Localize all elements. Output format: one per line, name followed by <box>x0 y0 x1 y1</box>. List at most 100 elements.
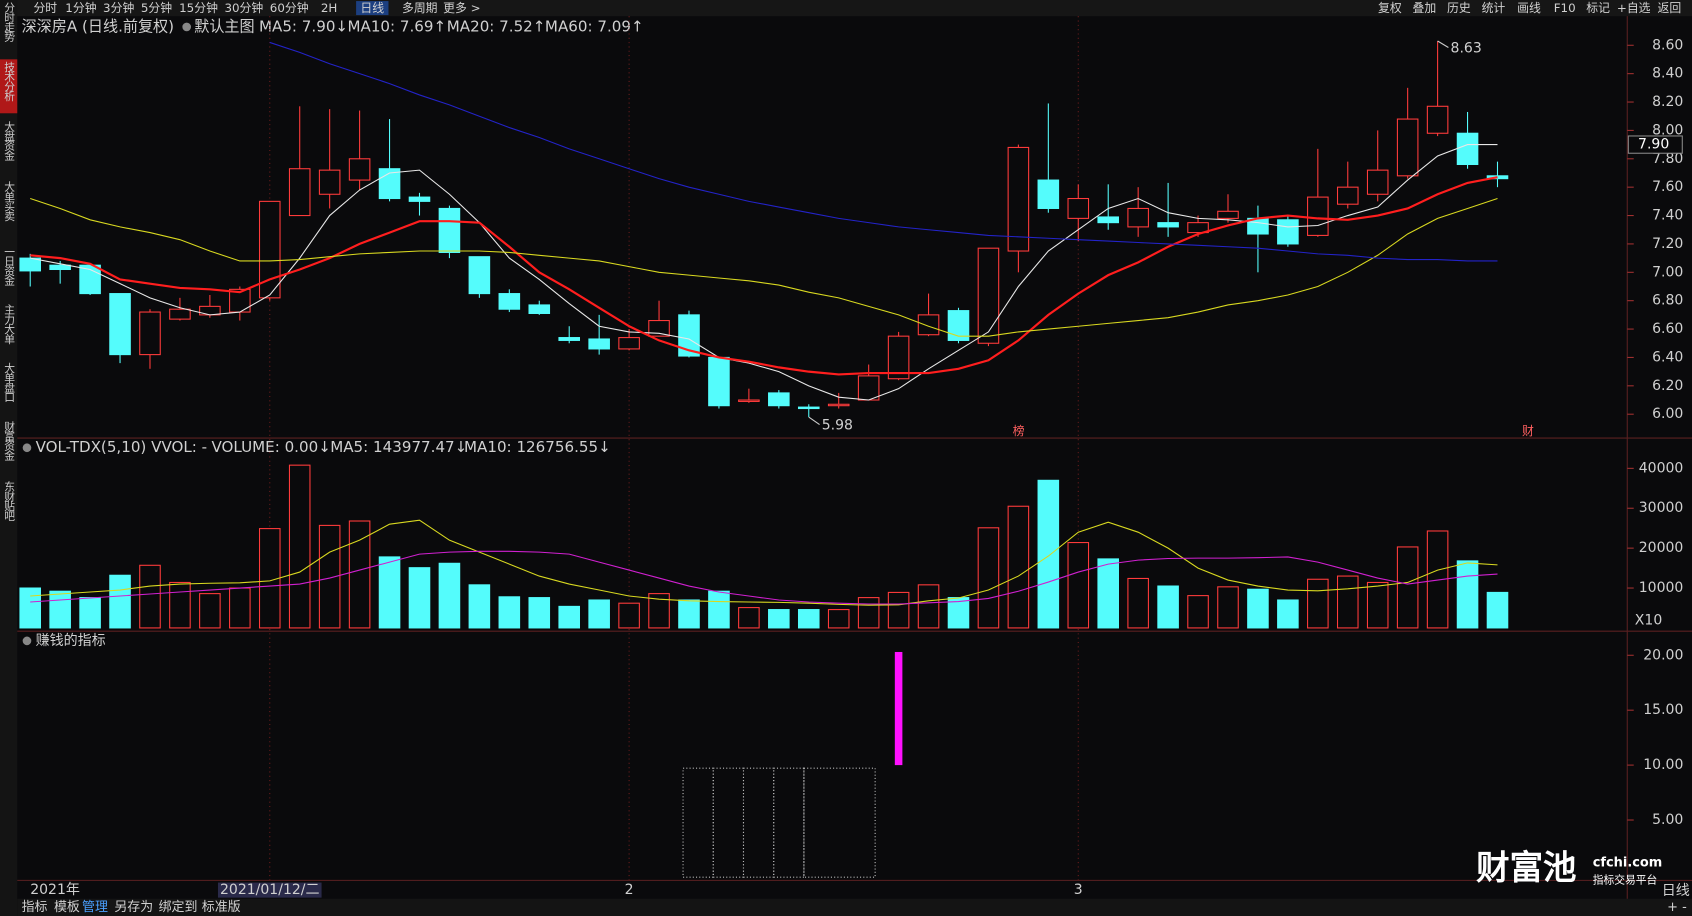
candle-body <box>169 308 191 320</box>
tool-button[interactable]: F10 <box>1554 1 1576 15</box>
volume-bar <box>827 609 850 629</box>
tool-button[interactable]: 标记 <box>1586 1 1610 15</box>
candle-body <box>1067 197 1090 219</box>
volume-bar <box>49 590 71 629</box>
indicator-frames <box>682 767 876 878</box>
ma-line <box>30 176 1498 376</box>
main-chart[interactable]: 默认主图 <box>194 17 254 35</box>
y-tick-label: 10000 <box>1639 580 1684 596</box>
period-tab[interactable]: 更多 > <box>443 1 480 15</box>
volume-bar <box>887 591 910 629</box>
volume-bar <box>1336 575 1359 629</box>
candle-body <box>1097 216 1120 224</box>
menu-icon[interactable] <box>22 443 32 453</box>
period-tab[interactable]: 2H <box>321 1 337 15</box>
tool-button[interactable]: 叠加 <box>1413 1 1437 15</box>
volume-bar <box>1396 546 1419 629</box>
volume-bar <box>408 567 431 629</box>
y-tick-label: 7.60 <box>1652 179 1683 195</box>
bottom-tool[interactable]: 模板 <box>54 900 80 915</box>
volume-bar <box>468 584 491 629</box>
period-tab[interactable]: 1分钟 <box>65 1 96 15</box>
candle-body <box>857 375 880 401</box>
y-tick-label: 6.80 <box>1652 293 1683 309</box>
menu-icon[interactable] <box>182 22 191 32</box>
x-tick-label: 2021年 <box>30 882 80 898</box>
sidebar-tab[interactable]: 大单盘口 <box>3 362 16 402</box>
tool-button[interactable]: 复权 <box>1378 1 1402 15</box>
volume-bar <box>19 587 42 629</box>
volume-bar <box>857 597 880 629</box>
low-pointer <box>808 416 820 426</box>
period-tab[interactable]: 15分钟 <box>179 1 218 15</box>
bottom-tool[interactable]: 标准版 <box>202 900 241 915</box>
watermark-site: cfchi.com <box>1593 856 1663 871</box>
volume-bar <box>1067 542 1090 629</box>
candle-body <box>1187 222 1209 234</box>
bottom-tool[interactable]: 指标 <box>22 900 48 915</box>
tool-button[interactable]: 历史 <box>1447 1 1471 15</box>
vol-legend: MA10: 126756.55↓ <box>464 438 611 456</box>
tool-button[interactable]: 统计 <box>1482 1 1506 15</box>
candle-body <box>1277 219 1299 245</box>
sidebar-tab[interactable]: 大盘资金 <box>3 120 16 160</box>
x-tick-label: 2021/01/12/二 <box>220 882 320 898</box>
vol-title: VOL-TDX(5,10) VVOL: - <box>36 438 208 456</box>
bottom-tool[interactable]: 绑定到 <box>159 900 198 915</box>
zoom[interactable]: + - <box>1667 900 1687 915</box>
sidebar-tab[interactable]: 一日资金 <box>3 246 16 286</box>
sidebar-tab[interactable]: 大单买卖 <box>3 181 16 222</box>
volume-bar <box>229 587 251 629</box>
volume-bar <box>977 527 1000 629</box>
sidebar-tab[interactable]: 分时走势 <box>3 2 16 43</box>
volume-bar <box>708 590 730 629</box>
volume-bar <box>1247 588 1269 629</box>
period-tab[interactable]: 分时 <box>33 1 57 15</box>
candle-body <box>139 311 161 356</box>
candle-body <box>1456 132 1479 166</box>
volume-bar <box>1157 585 1179 629</box>
volume-bar <box>348 520 371 629</box>
vol-legend: MA5: 143977.47↓ <box>330 438 467 456</box>
tool-button[interactable]: 返回 <box>1657 1 1681 15</box>
vol-ma-line <box>30 550 1498 605</box>
period-tab[interactable]: 60分钟 <box>270 1 309 15</box>
period-tab[interactable]: 30分钟 <box>224 1 263 15</box>
watermark-brand: 财富池 <box>1476 848 1576 887</box>
indicator-title: 赚钱的指标 <box>36 633 106 649</box>
sidebar-tab[interactable]: 东财贴吧 <box>3 481 16 521</box>
volume-bar <box>558 605 581 629</box>
y-tick-label: 6.40 <box>1652 349 1683 365</box>
candle-body <box>977 247 1000 344</box>
volume-bar <box>1456 560 1479 629</box>
volume-bar <box>1277 599 1299 629</box>
period-tab[interactable]: 3分钟 <box>103 1 134 15</box>
ma-line <box>269 41 1498 262</box>
watermark-slogan: 指标交易平台 <box>1593 873 1658 886</box>
bottom-tool[interactable]: 管理 <box>82 900 108 915</box>
tool-button[interactable]: +自选 <box>1617 1 1651 15</box>
period-tab[interactable]: 多周期 <box>402 1 438 15</box>
sidebar-tab[interactable]: 主力大单 <box>3 304 16 345</box>
vol-ma-line <box>30 519 1498 606</box>
tool-button[interactable]: 画线 <box>1517 1 1541 15</box>
candle-body <box>887 335 910 380</box>
candle-body <box>408 196 431 202</box>
vol-unit: X10 <box>1635 612 1662 628</box>
candle-body <box>318 169 341 195</box>
period-tab[interactable]: 日线 <box>360 1 384 15</box>
period-tag: 日线 <box>1662 883 1690 899</box>
sidebar-tab[interactable]: 技术分析 <box>3 61 16 102</box>
volume-bar <box>1307 578 1329 629</box>
ma-line <box>30 198 1498 337</box>
sidebar-tab[interactable]: 财富资金 <box>3 420 16 460</box>
candle-body <box>19 257 42 272</box>
period-tab[interactable]: 5分钟 <box>141 1 172 15</box>
candle-body <box>109 293 131 356</box>
candle-body <box>648 320 670 337</box>
y-tick-label: 20.00 <box>1643 647 1683 663</box>
low-label: 5.98 <box>822 418 853 434</box>
bottom-tool[interactable]: 另存为 <box>114 900 153 915</box>
volume-bar <box>1007 505 1030 629</box>
menu-icon[interactable] <box>22 636 32 646</box>
